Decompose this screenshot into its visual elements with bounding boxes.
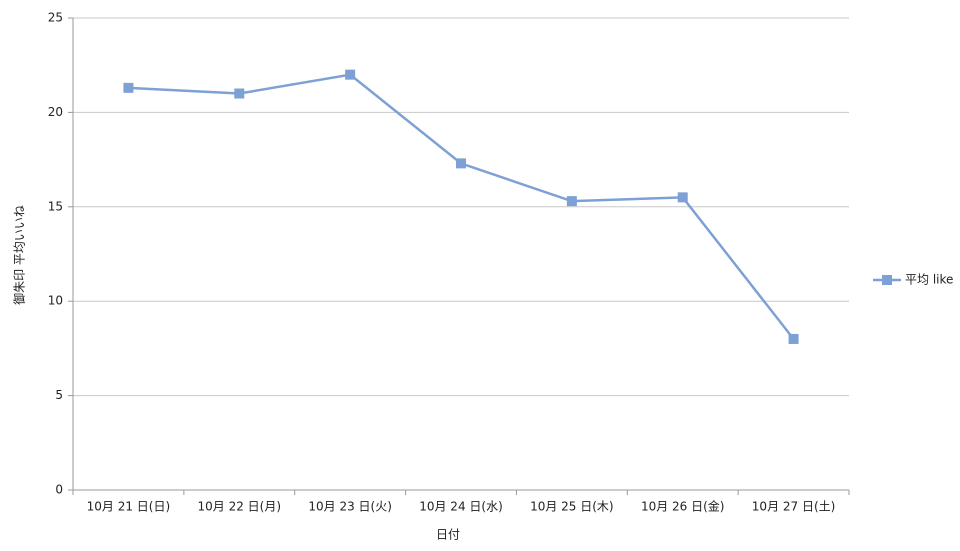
y-tick-label: 25 — [48, 11, 63, 25]
data-point — [123, 82, 134, 93]
legend-marker — [882, 275, 892, 285]
y-tick-label: 0 — [55, 483, 63, 497]
y-tick-label: 15 — [48, 199, 63, 213]
y-tick-label: 20 — [48, 105, 63, 119]
legend-label: 平均 like — [905, 273, 953, 287]
y-tick-label: 10 — [48, 294, 63, 308]
y-tick-label: 5 — [55, 388, 63, 402]
data-point — [788, 333, 799, 344]
x-tick-label: 10月 27 日(土) — [752, 500, 836, 514]
data-point — [566, 196, 577, 207]
data-point — [234, 88, 245, 99]
x-tick-label: 10月 24 日(水) — [419, 500, 503, 514]
x-tick-label: 10月 21 日(日) — [87, 500, 171, 514]
data-point — [456, 158, 466, 169]
data-point — [677, 192, 688, 203]
x-tick-label: 10月 23 日(火) — [308, 500, 392, 514]
x-tick-label: 10月 26 日(金) — [641, 499, 725, 514]
x-tick-label: 10月 22 日(月) — [198, 500, 282, 514]
data-point — [345, 69, 356, 80]
y-axis-label: 御朱印 平均いいね — [12, 205, 27, 305]
x-tick-label: 10月 25 日(木) — [530, 500, 614, 514]
x-axis-label: 日付 — [436, 528, 460, 542]
